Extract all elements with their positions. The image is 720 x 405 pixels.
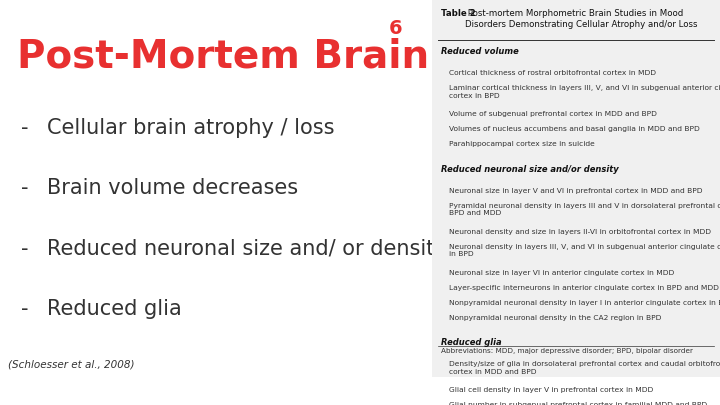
Text: -: - bbox=[22, 178, 29, 198]
Text: Table 2: Table 2 bbox=[441, 9, 475, 18]
Text: Nonpyramidal neuronal density in the CA2 region in BPD: Nonpyramidal neuronal density in the CA2… bbox=[449, 315, 662, 321]
Text: Reduced volume: Reduced volume bbox=[441, 47, 518, 56]
Text: 6: 6 bbox=[389, 19, 402, 38]
Text: Reduced neuronal size and/ or density: Reduced neuronal size and/ or density bbox=[47, 239, 446, 258]
Text: Neuronal density in layers III, V, and VI in subgenual anterior cingulate cortex: Neuronal density in layers III, V, and V… bbox=[449, 244, 720, 257]
Text: Reduced glia: Reduced glia bbox=[47, 299, 181, 319]
Text: Neuronal density and size in layers II-VI in orbitofrontal cortex in MDD: Neuronal density and size in layers II-V… bbox=[449, 229, 711, 235]
Text: Neuronal size in layer VI in anterior cingulate cortex in MDD: Neuronal size in layer VI in anterior ci… bbox=[449, 270, 675, 276]
Text: -: - bbox=[22, 118, 29, 138]
FancyBboxPatch shape bbox=[432, 0, 720, 377]
Text: Laminar cortical thickness in layers III, V, and VI in subgenual anterior cingul: Laminar cortical thickness in layers III… bbox=[449, 85, 720, 99]
Text: Glial number in subgenual prefrontal cortex in familial MDD and BPD: Glial number in subgenual prefrontal cor… bbox=[449, 402, 708, 405]
Text: Post-mortem Morphometric Brain Studies in Mood
Disorders Demonstrating Cellular : Post-mortem Morphometric Brain Studies i… bbox=[465, 9, 698, 29]
Text: Pyramidal neuronal density in layers III and V in dorsolateral prefrontal cortex: Pyramidal neuronal density in layers III… bbox=[449, 203, 720, 216]
Text: (Schloesser et al., 2008): (Schloesser et al., 2008) bbox=[9, 359, 135, 369]
Text: Parahippocampal cortex size in suicide: Parahippocampal cortex size in suicide bbox=[449, 141, 595, 147]
Text: Glial cell density in layer V in prefrontal cortex in MDD: Glial cell density in layer V in prefron… bbox=[449, 387, 654, 393]
Text: -: - bbox=[22, 239, 29, 258]
Text: Cortical thickness of rostral orbitofrontal cortex in MDD: Cortical thickness of rostral orbitofron… bbox=[449, 70, 657, 77]
Text: Layer-specific interneurons in anterior cingulate cortex in BPD and MDD: Layer-specific interneurons in anterior … bbox=[449, 285, 719, 291]
Text: Nonpyramidal neuronal density in layer I in anterior cingulate cortex in BPD: Nonpyramidal neuronal density in layer I… bbox=[449, 300, 720, 306]
Text: Cellular brain atrophy / loss: Cellular brain atrophy / loss bbox=[47, 118, 334, 138]
Text: Brain volume decreases: Brain volume decreases bbox=[47, 178, 298, 198]
Text: Reduced neuronal size and/or density: Reduced neuronal size and/or density bbox=[441, 164, 618, 174]
Text: Volume of subgenual prefrontal cortex in MDD and BPD: Volume of subgenual prefrontal cortex in… bbox=[449, 111, 657, 117]
Text: Post-Mortem Brain Studies: Post-Mortem Brain Studies bbox=[17, 38, 608, 76]
Text: Abbreviations: MDD, major depressive disorder; BPD, bipolar disorder: Abbreviations: MDD, major depressive dis… bbox=[441, 347, 693, 354]
Text: Volumes of nucleus accumbens and basal ganglia in MDD and BPD: Volumes of nucleus accumbens and basal g… bbox=[449, 126, 700, 132]
Text: Density/size of glia in dorsolateral prefrontal cortex and caudal orbitofrontal
: Density/size of glia in dorsolateral pre… bbox=[449, 361, 720, 375]
Text: Neuronal size in layer V and VI in prefrontal cortex in MDD and BPD: Neuronal size in layer V and VI in prefr… bbox=[449, 188, 703, 194]
Text: Reduced glia: Reduced glia bbox=[441, 338, 501, 347]
Text: -: - bbox=[22, 299, 29, 319]
